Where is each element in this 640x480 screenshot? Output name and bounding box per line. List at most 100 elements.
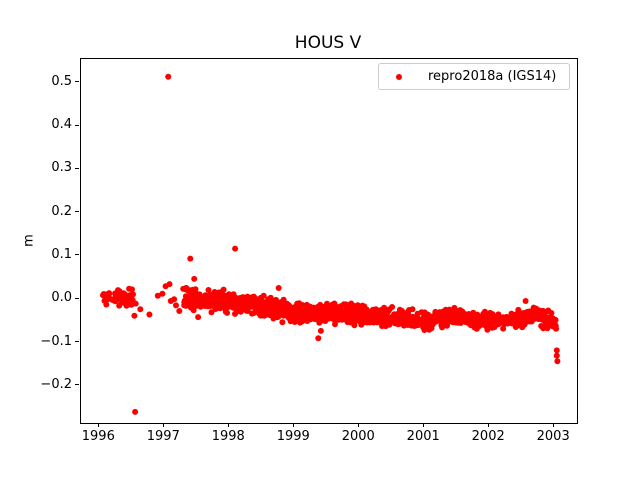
data-point [205,287,212,293]
data-point [193,299,200,305]
data-point [412,318,419,324]
data-point [184,295,191,302]
data-point [265,304,272,311]
data-point [296,310,303,316]
data-point [273,300,280,307]
x-tick-label: 2002 [471,429,505,444]
data-point [548,310,555,316]
data-point [439,319,446,326]
data-point [188,304,194,311]
data-point [376,311,383,318]
data-point [315,303,321,310]
data-point [208,309,215,316]
data-point [515,311,522,318]
data-point [256,310,263,317]
x-tick-label: 1996 [81,429,115,444]
data-point [220,286,227,293]
data-point [250,302,257,309]
x-tick [552,423,554,427]
y-tick-label: 0.1 [51,246,72,262]
data-point [123,302,130,309]
data-point [350,308,357,315]
data-point [404,321,411,328]
x-tick-label: 2000 [341,429,375,444]
data-point [191,275,198,282]
data-point [339,316,345,323]
data-point [232,245,239,252]
data-point [249,310,255,317]
data-point [230,291,237,298]
data-point [154,292,161,299]
data-point [257,294,264,301]
x-tick-label: 2001 [406,429,440,444]
x-tick [162,423,164,427]
data-point [308,315,315,322]
y-tick-label: 0.0 [51,290,72,306]
data-point [332,311,339,318]
x-tick [357,423,359,427]
data-point [537,316,544,322]
data-point [317,327,324,334]
data-point [122,293,129,300]
data-point [303,305,310,312]
data-point [327,309,334,316]
data-point [496,314,502,321]
data-point [553,347,560,354]
data-point [443,307,450,314]
data-point [490,320,497,327]
data-point [232,298,239,305]
data-point [386,314,393,321]
data-point [473,325,480,332]
data-point [509,314,516,320]
legend-marker-icon [396,73,402,80]
data-point [361,303,368,310]
data-point [381,318,388,325]
data-point [344,309,351,316]
data-point [109,297,116,304]
data-point [381,304,388,311]
data-point [379,323,385,329]
y-tick [75,384,79,386]
data-point [334,316,341,323]
data-point [195,314,202,321]
data-point [344,319,351,326]
data-point [409,306,416,313]
data-point [106,290,113,297]
data-point [204,295,211,302]
y-tick-label: −0.1 [40,333,72,349]
y-tick [75,297,79,299]
data-point [500,314,507,321]
data-point [324,304,331,311]
x-tick-label: 1997 [146,429,180,444]
x-tick-label: 1999 [276,429,310,444]
data-point [146,311,153,318]
data-point [422,321,429,328]
data-point [237,300,244,307]
data-point [430,318,437,325]
data-point [293,315,300,322]
data-point [131,312,138,319]
data-point [173,302,179,309]
data-point [187,255,194,262]
data-point [513,318,519,325]
data-point [291,305,298,312]
data-point [220,303,227,310]
data-point [552,322,559,329]
data-point [259,305,266,312]
data-point [332,321,338,328]
data-point [132,408,139,415]
data-point [385,308,392,315]
data-point [116,302,123,309]
data-point [212,291,219,298]
data-point [171,296,178,303]
chart-title: HOUS V [294,33,362,53]
data-point [132,300,139,307]
scatter-points [100,73,561,415]
data-point [237,295,244,302]
data-point [165,73,172,80]
data-point [275,285,282,291]
data-point [265,296,272,303]
data-point [422,314,429,321]
data-point [476,315,483,322]
